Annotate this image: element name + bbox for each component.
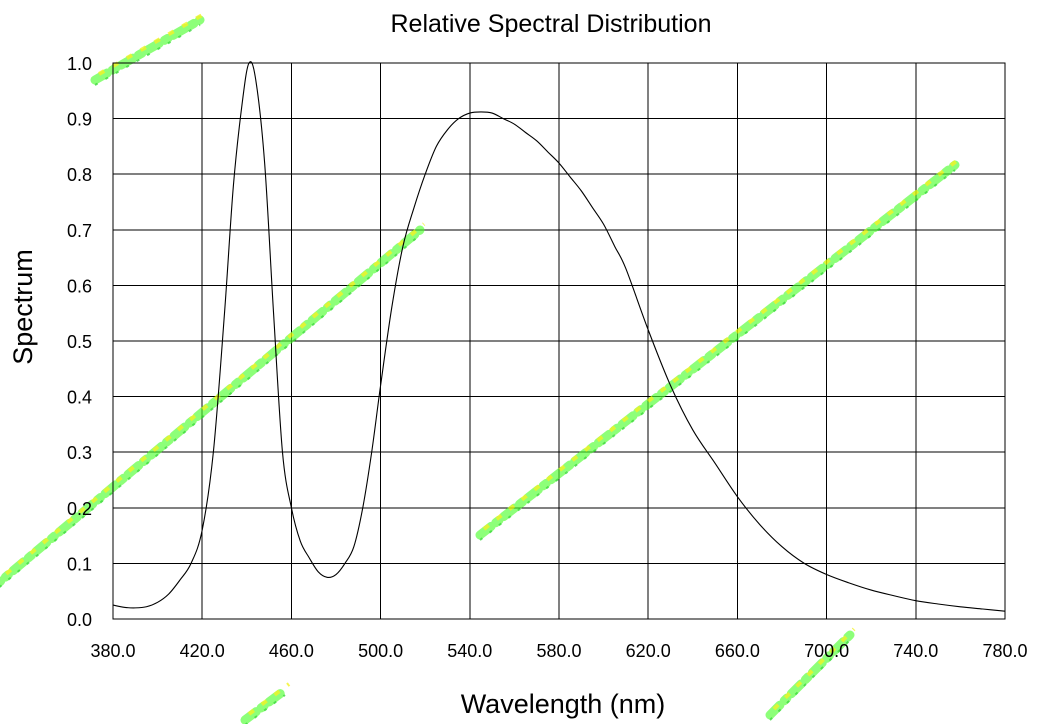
y-tick-label: 0.4	[67, 388, 92, 408]
watermark-stamp	[240, 682, 291, 724]
watermark-stamp	[765, 627, 856, 721]
watermark-stamp	[475, 157, 961, 541]
watermarks	[0, 12, 961, 724]
y-tick-label: 0.1	[67, 554, 92, 574]
y-axis-ticks: 0.0 0.1 0.2 0.3 0.4 0.5 0.6 0.7 0.8 0.9 1.0	[67, 54, 92, 630]
y-tick-label: 0.3	[67, 443, 92, 463]
x-tick-label: 540.0	[447, 641, 492, 661]
y-tick-label: 0.8	[67, 165, 92, 185]
x-tick-label: 660.0	[715, 641, 760, 661]
x-axis-ticks: 380.0 420.0 460.0 500.0 540.0 580.0 620.0 660.0…	[90, 641, 1027, 661]
y-axis-label: Spectrum	[8, 249, 38, 365]
x-tick-label: 580.0	[536, 641, 581, 661]
plot-frame	[112, 62, 1006, 620]
y-tick-label: 0.2	[67, 499, 92, 519]
y-tick-label: 0.0	[67, 610, 92, 630]
watermark-stamp	[0, 222, 426, 588]
watermark-stamp	[90, 12, 205, 86]
x-tick-label: 460.0	[269, 641, 314, 661]
x-tick-label: 740.0	[893, 641, 938, 661]
x-tick-label: 500.0	[358, 641, 403, 661]
x-tick-label: 620.0	[626, 641, 671, 661]
y-tick-label: 0.7	[67, 221, 92, 241]
spectrum-line	[112, 61, 1006, 612]
x-tick-label: 700.0	[804, 641, 849, 661]
y-tick-label: 0.9	[67, 110, 92, 130]
x-tick-label: 780.0	[982, 641, 1027, 661]
x-tick-label: 420.0	[180, 641, 225, 661]
x-tick-label: 380.0	[90, 641, 135, 661]
y-tick-label: 0.6	[67, 276, 92, 296]
grid	[112, 62, 1006, 620]
chart-title: Relative Spectral Distribution	[391, 10, 712, 38]
x-axis-label: Wavelength (nm)	[461, 689, 666, 719]
y-tick-label: 0.5	[67, 332, 92, 352]
y-tick-label: 1.0	[67, 54, 92, 74]
